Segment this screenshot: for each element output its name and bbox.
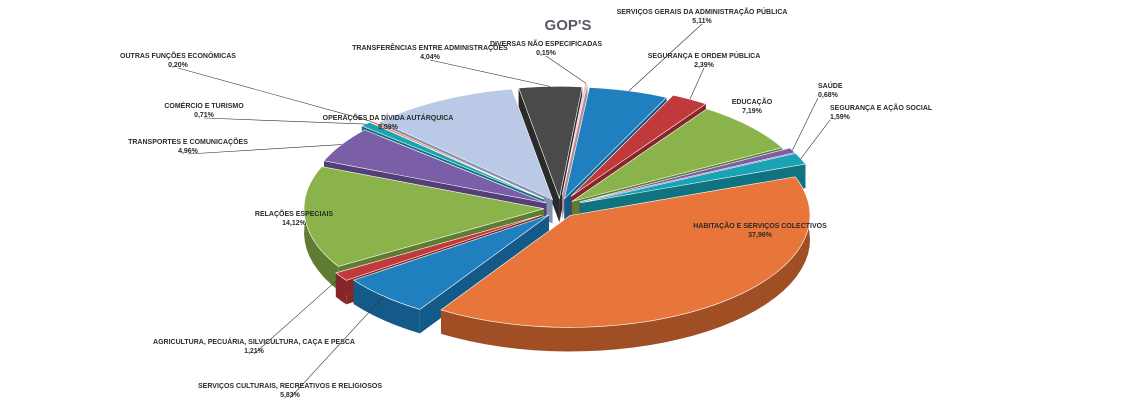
slice-percent-2: 7,19% [742,108,763,115]
pie-slice-10 [361,121,544,200]
slice-percent-0: 5,11% [692,18,712,25]
leader-line-10 [203,117,366,125]
slice-percent-12: 9,59% [378,124,399,131]
slice-label-11: OUTRAS FUNÇÕES ECONÓMICAS [120,51,236,60]
slice-percent-9: 4,96% [178,148,199,155]
slice-label-0: SERVIÇOS GERAIS DA ADMINISTRAÇÃO PÚBLICA [617,7,788,16]
slice-label-3: SAÚDE [818,81,843,90]
slice-label-10: COMÉRCIO E TURISMO [164,101,244,110]
slice-label-13: TRANSFERÊNCIAS ENTRE ADMINISTRAÇÕES [352,43,508,52]
slice-percent-14: 0,15% [536,50,557,57]
slice-label-6: SERVIÇOS CULTURAIS, RECREATIVOS E RELIGI… [198,383,382,390]
leader-line-0 [628,23,703,92]
slice-percent-1: 2,39% [694,62,715,69]
slice-percent-10: 0,71% [194,112,215,119]
leader-line-14 [545,55,587,84]
slice-side-5 [441,176,810,352]
leader-line-9 [187,144,342,155]
slice-label-14: DIVERSAS NÃO ESPECIFICADAS [490,39,602,48]
slice-percent-5: 37,96% [748,232,773,239]
chart-title: GOP'S [545,17,592,34]
slice-label-5: HABITAÇÃO E SERVIÇOS COLECTIVOS [693,221,827,230]
slice-label-12: OPERAÇÕES DA DÍVIDA AUTÁRQUICA [323,113,454,122]
pie-slice-9 [323,129,547,204]
leader-line-3 [792,97,819,151]
pie-slice-13 [518,86,583,200]
pie-slice-12 [379,88,554,201]
slice-label-9: TRANSPORTES E COMUNICAÇÕES [128,137,248,146]
pie-slice-8 [303,166,545,267]
slice-label-8: RELAÇÕES ESPECIAIS [255,209,334,218]
slice-wall-13-0 [518,88,560,223]
leader-line-6 [289,295,385,399]
leader-line-11 [177,67,371,122]
leader-lines [177,23,831,399]
slice-label-2: EDUCAÇÃO [732,97,773,106]
slice-percent-4: 1,59% [830,114,851,121]
leader-line-7 [253,276,342,355]
leader-line-4 [800,119,831,159]
leader-line-1 [689,67,705,100]
slice-labels: SERVIÇOS GERAIS DA ADMINISTRAÇÃO PÚBLICA… [120,7,933,399]
leader-line-13 [429,59,551,87]
pie-slice-5 [440,176,811,328]
pie-slice-3 [579,147,796,203]
slice-percent-6: 5,83% [280,392,301,399]
slice-label-1: SEGURANÇA E ORDEM PÚBLICA [648,51,761,60]
slice-label-7: AGRICULTURA, PECUÁRIA, SILVICULTURA, CAÇ… [153,337,355,346]
slice-percent-13: 4,04% [420,54,441,61]
pie-slice-14 [561,83,588,195]
slice-tops [303,83,811,328]
pie-slice-11 [369,120,545,200]
pie-slice-2 [571,108,783,202]
slice-percent-11: 0,20% [168,62,189,69]
slice-percent-8: 14,12% [282,220,307,227]
slice-percent-7: 1,21% [244,348,265,355]
pie-slice-7 [335,214,542,281]
slice-label-4: SEGURANÇA E AÇÃO SOCIAL [830,103,933,112]
pie-slice-0 [563,87,668,200]
slice-percent-3: 0,68% [818,92,839,99]
